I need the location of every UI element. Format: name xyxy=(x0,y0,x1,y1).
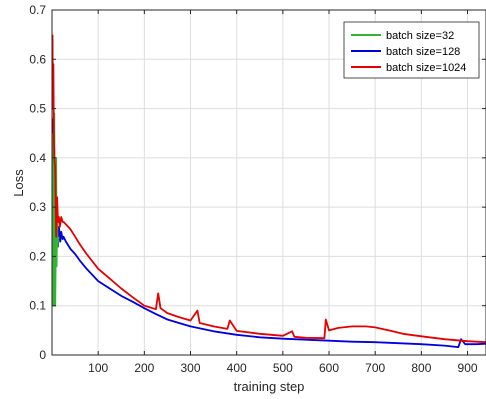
y-tick-label: 0.3 xyxy=(29,200,46,214)
x-tick-label: 700 xyxy=(365,361,385,375)
x-axis-label: training step xyxy=(234,379,305,394)
x-tick-label: 400 xyxy=(227,361,247,375)
y-axis-label: Loss xyxy=(11,169,26,197)
y-tick-label: 0.7 xyxy=(29,3,46,17)
y-tick-label: 0.5 xyxy=(29,102,46,116)
x-tick-label: 200 xyxy=(134,361,154,375)
y-tick-label: 0.6 xyxy=(29,52,46,66)
axis-ticks: 100 200 300 400 500 600 700 800 900 0 0.1 0.2 0.3 0.4… xyxy=(29,3,486,375)
y-tick-label: 0.1 xyxy=(29,299,46,313)
y-tick-label: 0.4 xyxy=(29,151,46,165)
x-tick-label: 900 xyxy=(458,361,478,375)
x-tick-label: 500 xyxy=(273,361,293,375)
x-tick-label: 600 xyxy=(319,361,339,375)
legend-label: batch size=1024 xyxy=(386,62,466,74)
x-tick-label: 100 xyxy=(88,361,108,375)
x-tick-label: 800 xyxy=(411,361,431,375)
y-tick-label: 0 xyxy=(39,348,46,362)
legend: batch size=32 batch size=128 batch size=10… xyxy=(343,21,480,79)
y-tick-label: 0.2 xyxy=(29,249,46,263)
series-line-3 xyxy=(51,34,486,344)
legend-label: batch size=32 xyxy=(386,30,454,42)
x-tick-label: 300 xyxy=(180,361,200,375)
legend-label: batch size=128 xyxy=(386,46,460,58)
plot-frame xyxy=(51,9,486,356)
